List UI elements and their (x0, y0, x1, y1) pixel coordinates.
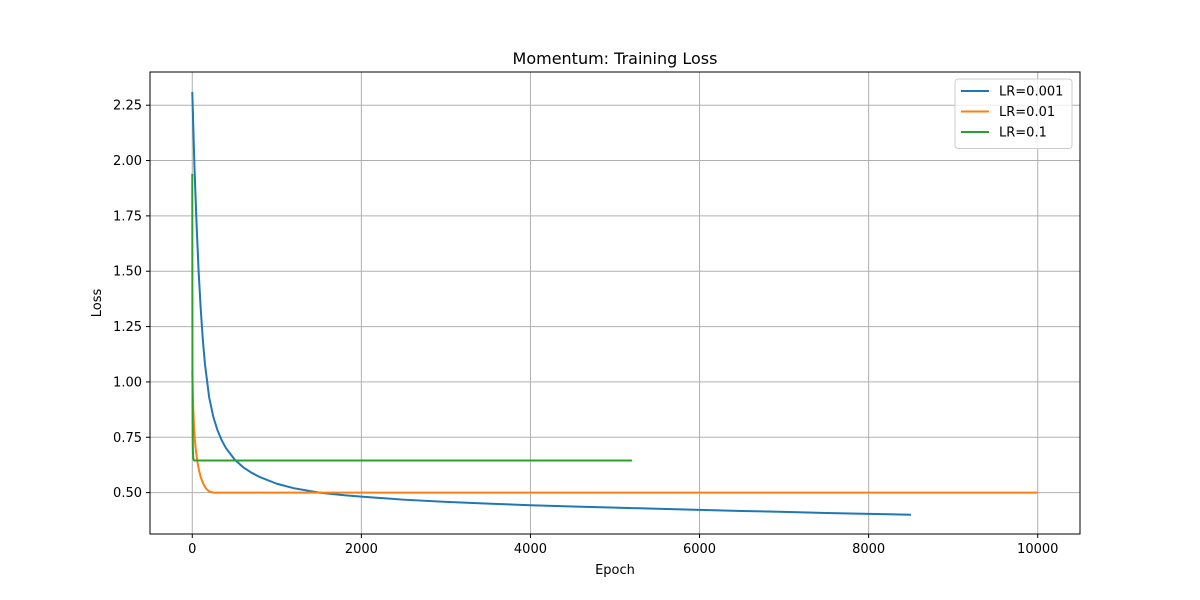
x-axis-label: Epoch (595, 563, 635, 578)
y-tick-label: 1.00 (113, 375, 142, 390)
x-tick-label: 6000 (683, 542, 716, 557)
x-tick-label: 4000 (514, 542, 547, 557)
series-line-3 (191, 173, 632, 462)
x-tick-label: 0 (188, 542, 196, 557)
axis-ticks: 0 2000 4000 6000 8000 10000 0.50 0.75 1.00 1.25 1.… (113, 99, 1058, 557)
y-tick-label: 1.50 (113, 265, 142, 280)
series-lines (191, 91, 1038, 516)
y-tick-label: 1.25 (113, 320, 142, 335)
y-tick-label: 2.25 (113, 99, 142, 114)
legend-label: LR=0.1 (999, 126, 1047, 141)
y-tick-label: 0.50 (113, 486, 142, 501)
x-tick-label: 2000 (345, 542, 378, 557)
chart-title: Momentum: Training Loss (513, 49, 718, 68)
legend: LR=0.001 LR=0.01 LR=0.1 (954, 78, 1073, 149)
y-axis-label: Loss (90, 289, 105, 318)
legend-label: LR=0.01 (999, 105, 1055, 120)
plot-area (150, 72, 1080, 534)
y-tick-label: 2.00 (113, 154, 142, 169)
plot-frame (149, 71, 1081, 535)
x-tick-label: 8000 (852, 542, 885, 557)
y-tick-label: 0.75 (113, 431, 142, 446)
x-tick-label: 10000 (1017, 542, 1058, 557)
legend-label: LR=0.001 (999, 85, 1063, 100)
series-line-1 (191, 91, 911, 516)
y-tick-label: 1.75 (113, 209, 142, 224)
